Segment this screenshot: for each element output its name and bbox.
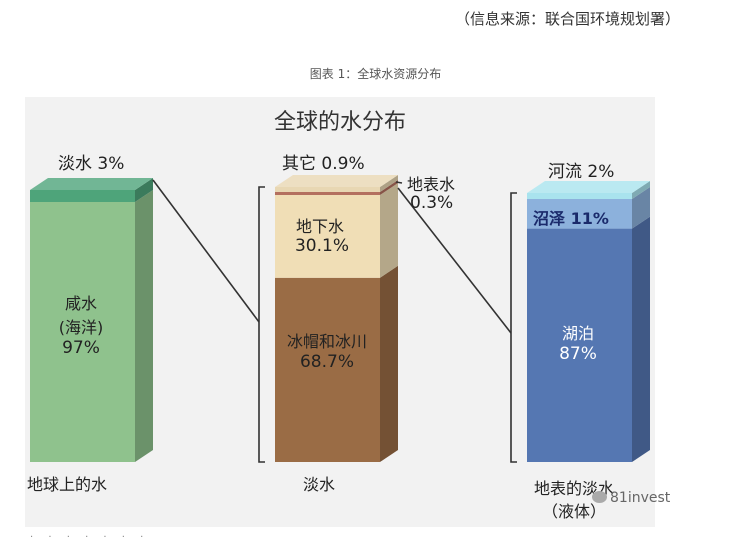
- bar-top-face: [30, 178, 153, 190]
- bar-segment: [30, 190, 135, 202]
- segment-label: 河流 2%: [548, 162, 615, 182]
- bar-segment-side: [632, 187, 650, 229]
- bar-segment-side: [380, 183, 398, 278]
- bar-segment-side: [135, 178, 153, 202]
- segment-label: 其它 0.9%: [282, 154, 365, 174]
- connector-line: [152, 179, 260, 323]
- bar-segment-side: [632, 181, 650, 199]
- segment-label: 地下水: [295, 217, 345, 236]
- segment-label: 0.3%: [410, 193, 454, 213]
- segment-label: 地表水: [407, 175, 456, 194]
- segment-label: 沼泽 11%: [533, 209, 609, 228]
- chart-title: 全球的水分布: [273, 110, 406, 135]
- watermark: 81invest: [592, 490, 670, 506]
- bar-segment-side: [135, 190, 153, 462]
- bar-segment-side: [380, 175, 398, 192]
- segment-label: 湖泊: [561, 324, 595, 343]
- bar-segment: [275, 192, 380, 195]
- segment-label: 87%: [559, 344, 597, 364]
- bracket: [510, 192, 517, 463]
- segment-label: 97%: [62, 338, 100, 358]
- bracket: [258, 186, 265, 463]
- wechat-icon: [592, 491, 607, 503]
- segment-label: 淡水 3%: [58, 154, 125, 174]
- category-label: 地球上的水: [27, 475, 108, 494]
- category-label: 淡水: [303, 475, 336, 494]
- bar-segment: [527, 228, 632, 462]
- bar-segment: [275, 187, 380, 192]
- bar-segment: [527, 199, 632, 229]
- bar-segment: [527, 193, 632, 199]
- pointer-line: [395, 181, 403, 184]
- bar-segment: [275, 277, 380, 462]
- bar-segment: [30, 202, 135, 462]
- bar-segment: [275, 195, 380, 278]
- segment-label: (海洋): [58, 318, 104, 337]
- bar-top-face: [527, 181, 650, 193]
- source-note: （信息来源：联合国环境规划署）: [455, 10, 681, 28]
- segment-label: 冰帽和冰川: [286, 332, 368, 351]
- segment-label: 68.7%: [299, 352, 355, 372]
- watermark-text: 81invest: [610, 490, 671, 506]
- figure-caption: 图表 1：全球水资源分布: [309, 67, 442, 81]
- segment-label: 咸水: [64, 294, 98, 313]
- bar-segment-side: [632, 216, 650, 462]
- bar-segment-side: [380, 265, 398, 462]
- bar-segment-side: [380, 180, 398, 195]
- footer-snippet: · · · · · · ·: [30, 532, 150, 543]
- segment-label: 30.1%: [294, 236, 350, 256]
- connector-line: [397, 187, 512, 334]
- bar-top-face: [275, 175, 398, 187]
- category-label: （液体）: [542, 502, 607, 521]
